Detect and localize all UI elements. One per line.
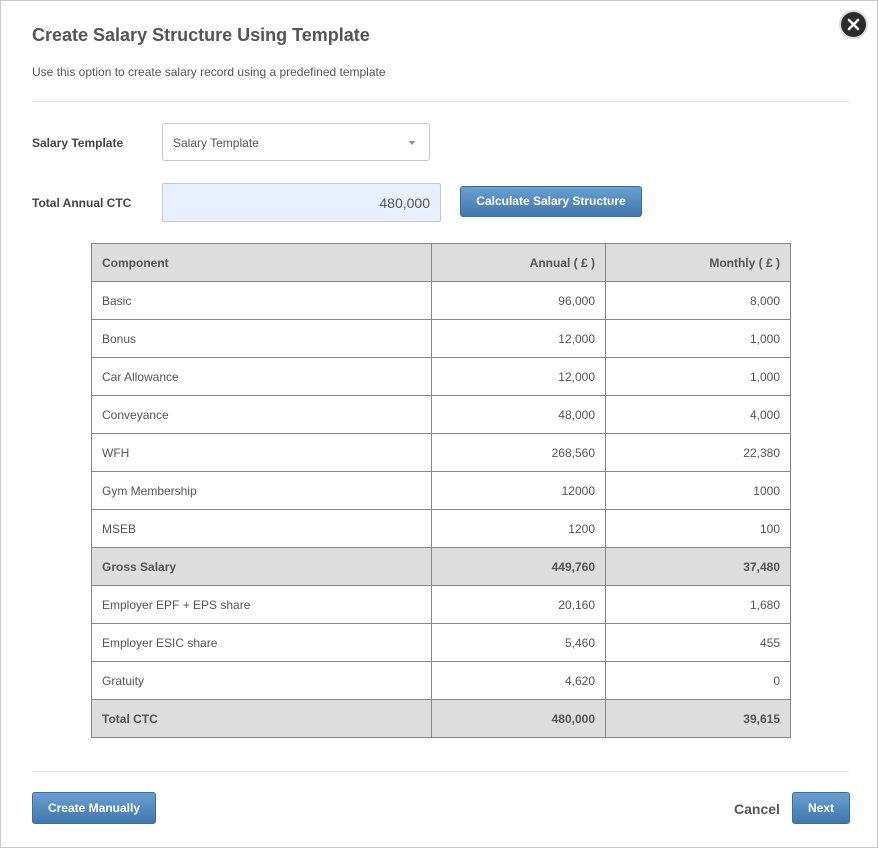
next-button[interactable]: Next	[792, 792, 850, 824]
salary-template-selected-value: Salary Template	[173, 136, 259, 150]
table-row: Employer EPF + EPS share 20,160 1,680	[91, 585, 791, 624]
monthly-cell: 100	[605, 509, 791, 548]
component-cell: Gratuity	[91, 661, 432, 700]
total-ctc-row: Total CTC 480,000 39,615	[91, 699, 791, 738]
table-row: Basic 96,000 8,000	[91, 281, 791, 320]
table-row: WFH 268,560 22,380	[91, 433, 791, 472]
monthly-cell: 455	[605, 623, 791, 662]
annual-cell: 12,000	[431, 319, 606, 358]
annual-cell: 480,000	[431, 699, 606, 738]
monthly-cell: 1,680	[605, 585, 791, 624]
monthly-cell: 8,000	[605, 281, 791, 320]
header-divider	[32, 101, 849, 102]
monthly-cell: 1000	[605, 471, 791, 510]
table-row: Bonus 12,000 1,000	[91, 319, 791, 358]
annual-cell: 4,620	[431, 661, 606, 700]
table-row: Gratuity 4,620 0	[91, 661, 791, 700]
component-cell: Conveyance	[91, 395, 432, 434]
component-cell: Car Allowance	[91, 357, 432, 396]
column-header-component: Component	[91, 243, 432, 282]
calculate-salary-structure-button[interactable]: Calculate Salary Structure	[460, 186, 642, 217]
component-cell: Total CTC	[91, 699, 432, 738]
monthly-cell: 4,000	[605, 395, 791, 434]
close-button[interactable]	[841, 12, 866, 37]
annual-cell: 1200	[431, 509, 606, 548]
component-cell: WFH	[91, 433, 432, 472]
annual-cell: 5,460	[431, 623, 606, 662]
dialog-title: Create Salary Structure Using Template	[32, 25, 370, 45]
monthly-cell: 0	[605, 661, 791, 700]
column-header-monthly: Monthly ( £ )	[605, 243, 791, 282]
component-cell: Basic	[91, 281, 432, 320]
monthly-cell: 1,000	[605, 357, 791, 396]
salary-template-label: Salary Template	[32, 136, 124, 150]
component-cell: Gross Salary	[91, 547, 432, 586]
annual-cell: 20,160	[431, 585, 606, 624]
table-row: MSEB 1200 100	[91, 509, 791, 548]
close-icon	[847, 18, 860, 31]
annual-cell: 268,560	[431, 433, 606, 472]
monthly-cell: 39,615	[605, 699, 791, 738]
component-cell: MSEB	[91, 509, 432, 548]
annual-cell: 12,000	[431, 357, 606, 396]
gross-salary-row: Gross Salary 449,760 37,480	[91, 547, 791, 586]
chevron-down-icon	[409, 141, 415, 145]
table-row: Car Allowance 12,000 1,000	[91, 357, 791, 396]
component-cell: Employer EPF + EPS share	[91, 585, 432, 624]
annual-cell: 96,000	[431, 281, 606, 320]
create-manually-button[interactable]: Create Manually	[32, 792, 156, 824]
salary-structure-table: Component Annual ( £ ) Monthly ( £ ) Bas…	[91, 243, 791, 738]
table-row: Gym Membership 12000 1000	[91, 471, 791, 510]
table-row: Conveyance 48,000 4,000	[91, 395, 791, 434]
cancel-button[interactable]: Cancel	[734, 801, 780, 817]
component-cell: Gym Membership	[91, 471, 432, 510]
footer-divider	[32, 771, 849, 772]
table-header-row: Component Annual ( £ ) Monthly ( £ )	[91, 243, 791, 282]
monthly-cell: 22,380	[605, 433, 791, 472]
component-cell: Employer ESIC share	[91, 623, 432, 662]
monthly-cell: 37,480	[605, 547, 791, 586]
total-annual-ctc-input[interactable]	[162, 183, 441, 222]
total-annual-ctc-label: Total Annual CTC	[32, 196, 132, 210]
salary-template-select[interactable]: Salary Template	[162, 123, 430, 161]
annual-cell: 12000	[431, 471, 606, 510]
dialog-subtitle: Use this option to create salary record …	[32, 65, 386, 79]
column-header-annual: Annual ( £ )	[431, 243, 606, 282]
monthly-cell: 1,000	[605, 319, 791, 358]
annual-cell: 449,760	[431, 547, 606, 586]
annual-cell: 48,000	[431, 395, 606, 434]
table-row: Employer ESIC share 5,460 455	[91, 623, 791, 662]
component-cell: Bonus	[91, 319, 432, 358]
